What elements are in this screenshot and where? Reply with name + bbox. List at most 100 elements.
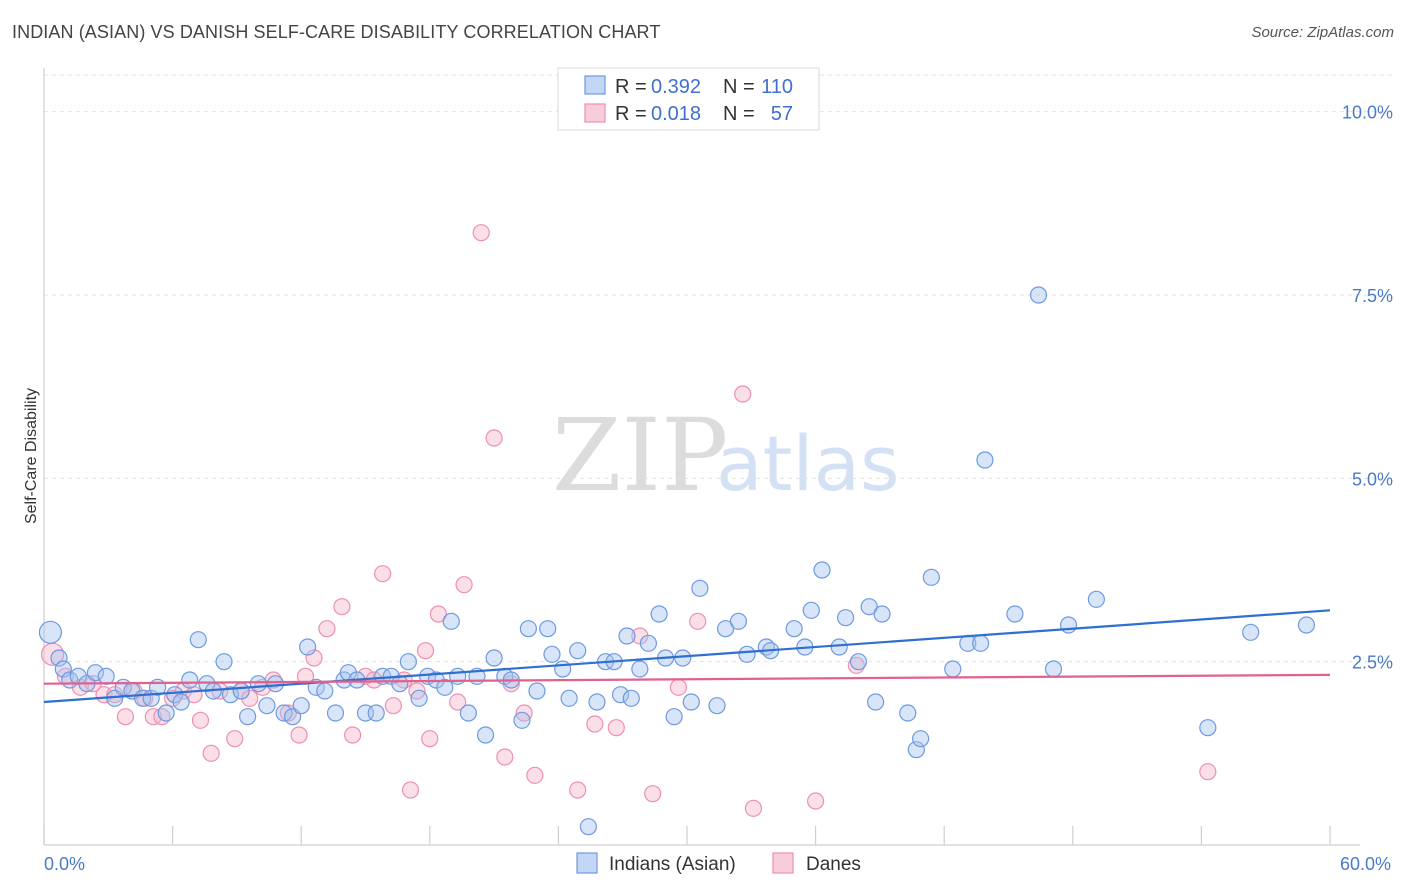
point-danes-6 bbox=[116, 708, 135, 726]
source-credit: Source: ZipAtlas.com bbox=[1251, 24, 1394, 41]
point-indians-110 bbox=[1297, 616, 1316, 634]
point-indians-61 bbox=[554, 660, 572, 678]
point-indians-52 bbox=[476, 726, 495, 744]
gridlines bbox=[44, 74, 1392, 663]
point-indians-105 bbox=[1044, 660, 1063, 678]
point-indians-107 bbox=[1087, 590, 1105, 608]
point-indians-6 bbox=[86, 664, 105, 682]
point-indians-85 bbox=[785, 620, 803, 638]
point-indians-48 bbox=[442, 612, 460, 630]
stats-legend-n-label-danes: N = bbox=[723, 103, 755, 125]
point-indians-98 bbox=[922, 568, 940, 586]
point-indians-95 bbox=[899, 704, 917, 722]
point-indians-73 bbox=[650, 605, 668, 623]
point-indians-0 bbox=[38, 620, 63, 644]
point-danes-40 bbox=[455, 576, 473, 594]
point-indians-65 bbox=[588, 693, 606, 711]
point-indians-94 bbox=[873, 605, 891, 623]
stats-legend-r-label-indians: R = bbox=[615, 76, 647, 98]
point-indians-58 bbox=[528, 682, 546, 700]
series-legend-label-indians: Indians (Asian) bbox=[609, 854, 736, 875]
point-indians-93 bbox=[867, 693, 885, 711]
trend-line-indians bbox=[43, 609, 1331, 704]
point-indians-56 bbox=[513, 711, 531, 729]
point-indians-21 bbox=[215, 653, 233, 671]
point-indians-97 bbox=[912, 730, 930, 748]
point-indians-17 bbox=[181, 671, 199, 689]
point-indians-14 bbox=[157, 704, 175, 722]
trend-lines bbox=[43, 609, 1331, 704]
point-indians-57 bbox=[519, 620, 537, 638]
point-danes-41 bbox=[472, 224, 490, 242]
point-indians-62 bbox=[560, 689, 578, 707]
point-indians-18 bbox=[189, 631, 207, 649]
point-danes-36 bbox=[416, 642, 435, 660]
point-danes-54 bbox=[734, 385, 752, 403]
point-indians-103 bbox=[1006, 605, 1024, 623]
point-indians-70 bbox=[622, 689, 640, 707]
point-indians-28 bbox=[275, 704, 293, 722]
point-indians-91 bbox=[849, 653, 868, 671]
point-indians-16 bbox=[172, 693, 190, 711]
point-indians-82 bbox=[738, 645, 756, 663]
point-danes-32 bbox=[384, 697, 402, 715]
point-indians-44 bbox=[410, 689, 428, 707]
series-danes-points bbox=[40, 224, 1217, 817]
point-indians-101 bbox=[972, 634, 990, 652]
point-danes-14 bbox=[191, 711, 210, 729]
point-indians-69 bbox=[618, 627, 636, 645]
point-indians-99 bbox=[944, 660, 962, 678]
stats-legend-r-label-danes: R = bbox=[615, 103, 647, 125]
point-danes-43 bbox=[496, 748, 514, 766]
chart-title: INDIAN (ASIAN) VS DANISH SELF-CARE DISAB… bbox=[12, 22, 661, 42]
point-danes-49 bbox=[607, 719, 625, 737]
watermark-zip: ZIP bbox=[552, 397, 728, 514]
point-indians-92 bbox=[860, 598, 878, 616]
y-tick-label-1: 5.0% bbox=[1352, 469, 1393, 489]
point-indians-79 bbox=[708, 697, 726, 715]
y-tick-label-2: 7.5% bbox=[1352, 286, 1393, 306]
point-indians-88 bbox=[813, 561, 831, 579]
point-indians-63 bbox=[569, 642, 587, 660]
point-indians-43 bbox=[399, 653, 417, 671]
point-danes-58 bbox=[1199, 763, 1217, 781]
point-indians-68 bbox=[611, 686, 630, 704]
series-legend: Indians (Asian) Danes bbox=[576, 852, 861, 875]
stats-legend-swatch-indians bbox=[584, 75, 606, 95]
x-axis-ticks bbox=[43, 826, 1331, 845]
x-tick-label-min: 0.0% bbox=[44, 854, 85, 874]
point-danes-55 bbox=[744, 799, 763, 817]
series-indians-points bbox=[38, 286, 1316, 836]
stats-legend-r-value-danes: 0.018 bbox=[651, 103, 701, 125]
stats-legend-swatch-danes bbox=[584, 103, 606, 123]
point-indians-7 bbox=[97, 667, 115, 685]
point-danes-38 bbox=[429, 605, 447, 623]
point-indians-30 bbox=[292, 697, 310, 715]
point-danes-27 bbox=[333, 598, 351, 616]
point-danes-48 bbox=[586, 715, 604, 733]
point-indians-106 bbox=[1059, 616, 1078, 634]
point-danes-34 bbox=[401, 781, 420, 799]
point-indians-39 bbox=[367, 704, 385, 722]
point-danes-17 bbox=[226, 730, 244, 748]
point-indians-31 bbox=[299, 638, 317, 656]
point-indians-90 bbox=[837, 609, 855, 627]
point-indians-104 bbox=[1029, 286, 1048, 304]
series-legend-swatch-danes bbox=[772, 852, 794, 874]
series-legend-label-danes: Danes bbox=[806, 854, 861, 875]
point-danes-51 bbox=[644, 785, 662, 803]
point-danes-53 bbox=[689, 612, 707, 630]
point-indians-108 bbox=[1199, 719, 1217, 737]
point-indians-77 bbox=[682, 693, 700, 711]
point-indians-64 bbox=[579, 818, 598, 836]
point-indians-2 bbox=[54, 660, 72, 678]
point-indians-50 bbox=[459, 704, 477, 722]
point-indians-47 bbox=[436, 678, 454, 696]
point-indians-87 bbox=[802, 601, 820, 619]
point-danes-47 bbox=[569, 781, 587, 799]
point-danes-31 bbox=[374, 565, 392, 583]
point-indians-81 bbox=[729, 612, 748, 630]
point-indians-80 bbox=[716, 620, 735, 638]
point-indians-109 bbox=[1242, 623, 1260, 641]
stats-legend-n-value-danes: 57 bbox=[771, 103, 793, 125]
